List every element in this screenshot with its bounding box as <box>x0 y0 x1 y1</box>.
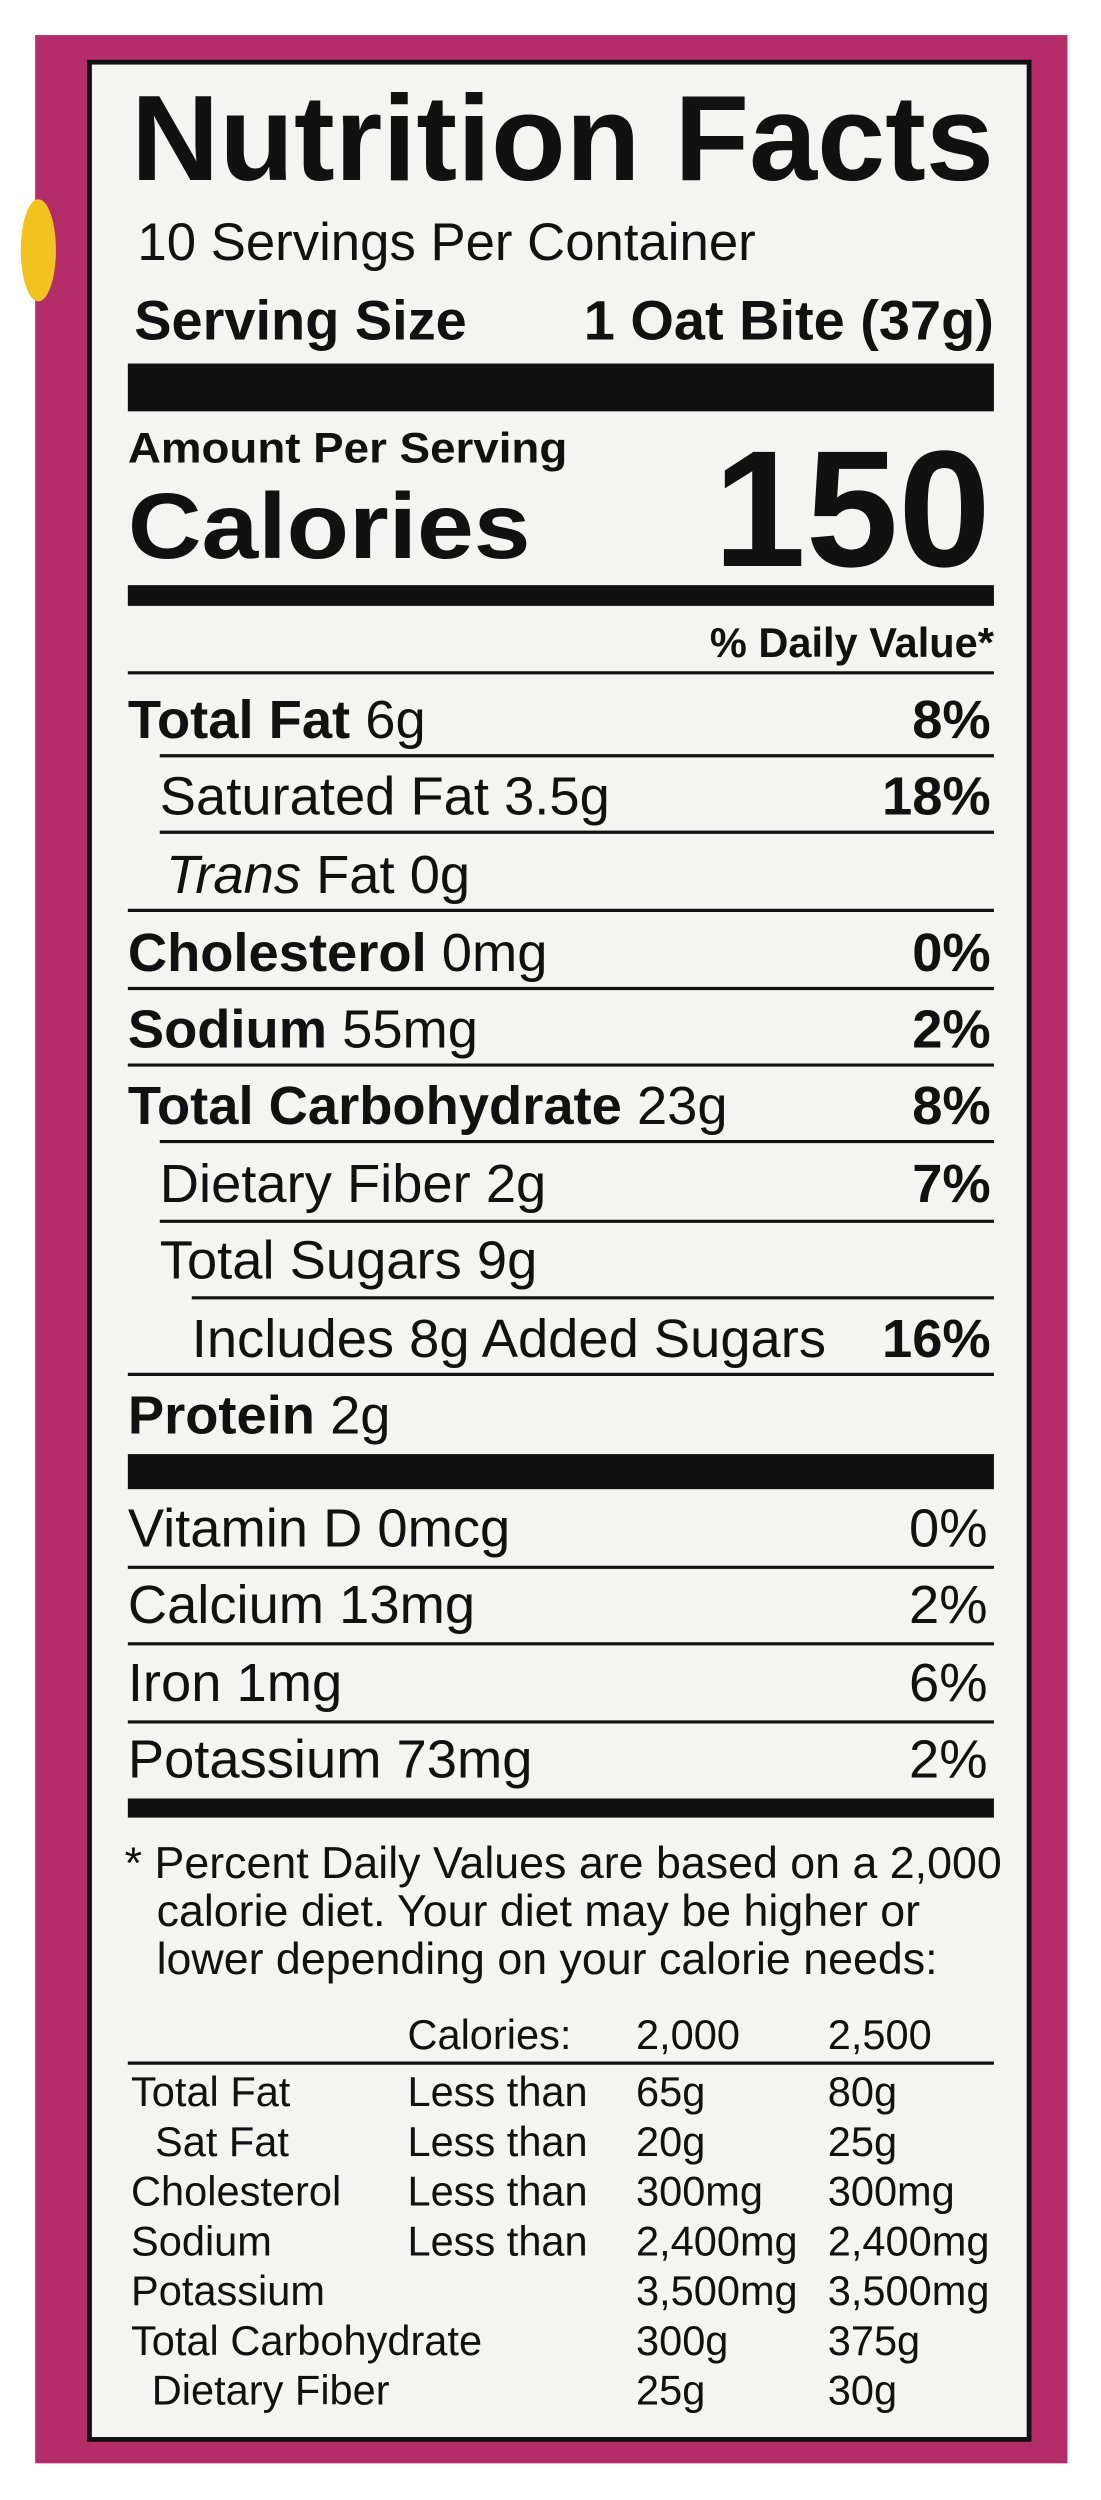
nutrient-amount: 55mg <box>342 999 478 1060</box>
nutrient-dv: 8% <box>912 689 991 750</box>
table-row-name: Total Carbohydrate <box>131 2317 482 2364</box>
nutrient-amount: 2g <box>330 1384 390 1445</box>
table-row-qualifier: Less than <box>407 2068 587 2115</box>
thick-bar <box>127 1454 994 1490</box>
label-panel <box>87 59 1032 2442</box>
nutrient-row: Sodium 55mg <box>128 999 478 1060</box>
serving-size-value: 1 Oat Bite (37g) <box>584 289 994 352</box>
nutrient-name: Total Carbohydrate <box>128 1075 622 1136</box>
nutrient-name: Dietary Fiber <box>160 1153 471 1214</box>
nutrient-amount: 23g <box>637 1075 728 1136</box>
vitamin-name: Iron 1mg <box>128 1652 342 1713</box>
nutrient-name: Cholesterol <box>128 922 427 983</box>
table-row-value: 65g <box>636 2068 705 2115</box>
nutrient-name: Total Fat <box>128 689 350 750</box>
reference-table: Calories: 2,000 2,500 Total Fat Less than… <box>127 2011 994 2414</box>
vitamin-name: Potassium 73mg <box>128 1729 533 1790</box>
nutrient-name: Includes 8g Added Sugars <box>192 1308 826 1369</box>
nutrient-row: Protein 2g <box>128 1384 391 1445</box>
nutrient-amount: 9g <box>477 1230 537 1291</box>
table-row-value: 25g <box>636 2367 705 2414</box>
nutrient-row: Saturated Fat 3.5g <box>160 766 610 827</box>
nutrient-name: Sodium <box>128 999 327 1060</box>
nutrient-dv: 16% <box>882 1308 991 1369</box>
vitamin-dv: 2% <box>909 1729 988 1790</box>
thick-bar <box>127 363 994 412</box>
serving-size-label: Serving Size <box>134 289 467 352</box>
table-row-value: 375g <box>828 2317 920 2364</box>
nutrient-row: Cholesterol 0mg <box>128 922 548 983</box>
nutrient-dv: 8% <box>912 1075 991 1136</box>
table-row-name: Total Fat <box>131 2068 291 2115</box>
vitamin-dv: 0% <box>909 1498 988 1559</box>
table-row-value: 30g <box>828 2367 897 2414</box>
nutrient-dv: 2% <box>912 999 991 1060</box>
nutrient-row: Dietary Fiber 2g <box>160 1153 546 1214</box>
table-row-value: 2,400mg <box>636 2217 798 2264</box>
table-row-value: 80g <box>828 2068 897 2115</box>
package-graphic <box>20 199 56 302</box>
nutrient-row: Total Fat 6g <box>128 689 426 750</box>
medium-bar <box>127 1798 994 1818</box>
footnote-line: calorie diet. Your diet may be higher or <box>157 1887 921 1936</box>
table-row-value: 300mg <box>636 2168 763 2215</box>
table-row-name: Cholesterol <box>131 2168 341 2215</box>
table-header-label: Calories: <box>407 2011 571 2058</box>
table-header-value: 2,000 <box>636 2011 740 2058</box>
nutrient-name-italic: Trans <box>166 844 301 905</box>
nutrient-row: Trans Fat 0g <box>166 844 470 905</box>
title: Nutrition Facts <box>131 70 994 206</box>
table-row-qualifier: Less than <box>407 2217 587 2264</box>
footnote-line: lower depending on your calorie needs: <box>157 1935 938 1984</box>
amount-label: Amount Per Serving <box>128 424 567 472</box>
calories-value: 150 <box>713 417 990 602</box>
nutrient-name: Total Sugars <box>160 1230 462 1291</box>
calories-label: Calories <box>128 474 531 578</box>
table-row-value: 3,500mg <box>636 2267 798 2314</box>
nutrient-row: Total Sugars 9g <box>160 1230 538 1291</box>
vitamin-dv: 6% <box>909 1652 988 1713</box>
table-row-value: 300g <box>636 2317 728 2364</box>
servings: 10 Servings Per Container <box>137 213 755 272</box>
table-row-name: Dietary Fiber <box>152 2367 390 2414</box>
nutrient-dv: 7% <box>912 1153 991 1214</box>
nutrient-name: Protein <box>128 1384 315 1445</box>
table-row-qualifier: Less than <box>407 2118 587 2165</box>
nutrient-amount: 6g <box>365 689 425 750</box>
vitamin-name: Calcium 13mg <box>128 1574 475 1635</box>
table-row-name: Potassium <box>131 2267 325 2314</box>
vitamin-name: Vitamin D 0mcg <box>128 1498 510 1559</box>
vitamin-dv: 2% <box>909 1574 988 1635</box>
table-row-name: Sat Fat <box>155 2118 289 2165</box>
table-row-name: Sodium <box>131 2217 272 2264</box>
nutrient-amount: 0g <box>410 844 470 905</box>
footnote-line: * Percent Daily Values are based on a 2,… <box>125 1839 1002 1888</box>
table-row-value: 20g <box>636 2118 705 2165</box>
nutrient-row: Total Carbohydrate 23g <box>128 1075 728 1136</box>
table-row-value: 300mg <box>828 2168 955 2215</box>
nutrient-dv: 0% <box>912 922 991 983</box>
table-row-value: 2,400mg <box>828 2217 990 2264</box>
nutrient-amount: 0mg <box>442 922 548 983</box>
dv-header: % Daily Value* <box>710 619 995 666</box>
nutrient-amount: 3.5g <box>504 766 610 827</box>
nutrient-name: Saturated Fat <box>160 766 489 827</box>
medium-bar <box>127 585 994 606</box>
table-header-value: 2,500 <box>828 2011 932 2058</box>
nutrient-amount: 2g <box>486 1153 546 1214</box>
table-row-qualifier: Less than <box>407 2168 587 2215</box>
nutrient-dv: 18% <box>882 766 991 827</box>
table-row-value: 25g <box>828 2118 897 2165</box>
nutrient-name: Fat <box>316 844 394 905</box>
table-row-value: 3,500mg <box>828 2267 990 2314</box>
